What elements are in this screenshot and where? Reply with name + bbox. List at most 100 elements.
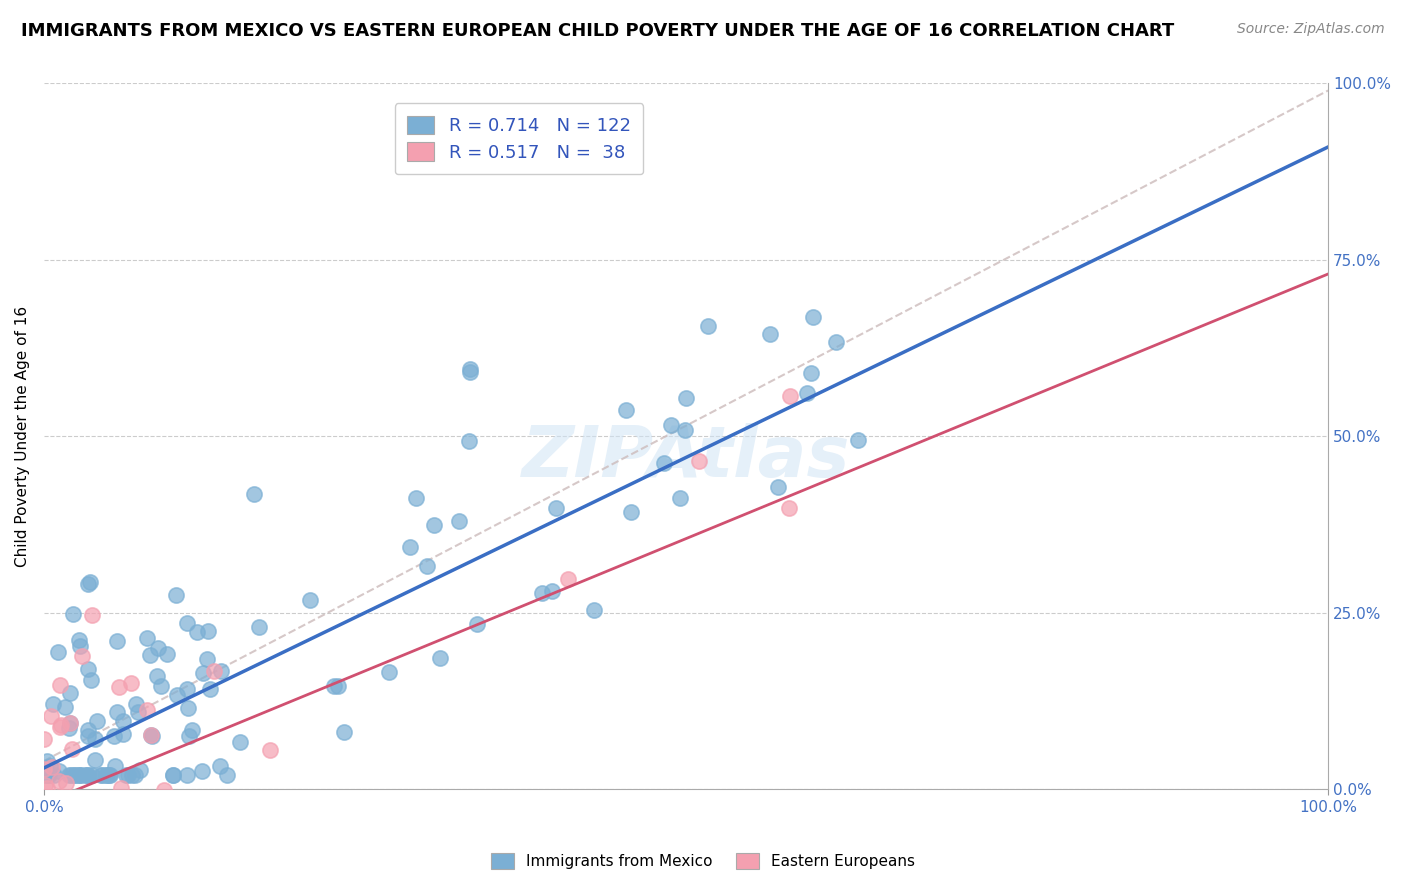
- Point: [59, 716, 82, 731]
- Point: [46, 645, 69, 659]
- Point: [458, 365, 481, 379]
- Point: [41, 760, 63, 774]
- Point: [243, 487, 266, 501]
- Point: [80, 768, 103, 782]
- Point: [75, 768, 97, 782]
- Point: [44, 768, 66, 782]
- Point: [778, 500, 800, 515]
- Point: [378, 665, 401, 680]
- Point: [65, 790, 87, 805]
- Point: [76, 817, 98, 831]
- Point: [83, 732, 105, 747]
- Point: [59, 817, 82, 831]
- Point: [458, 434, 481, 448]
- Point: [112, 726, 135, 740]
- Point: [447, 514, 470, 528]
- Point: [166, 689, 188, 703]
- Point: [153, 783, 176, 797]
- Point: [541, 584, 564, 599]
- Point: [127, 705, 149, 719]
- Point: [193, 666, 215, 681]
- Point: [176, 768, 198, 782]
- Point: [190, 764, 212, 778]
- Point: [675, 391, 697, 405]
- Point: [86, 714, 108, 728]
- Point: [150, 680, 173, 694]
- Point: [165, 796, 187, 810]
- Point: [465, 617, 488, 632]
- Point: [620, 505, 643, 519]
- Point: [398, 541, 420, 555]
- Point: [582, 602, 605, 616]
- Point: [557, 572, 579, 586]
- Point: [77, 768, 100, 782]
- Point: [186, 625, 208, 640]
- Point: [661, 417, 683, 432]
- Point: [299, 593, 322, 607]
- Point: [103, 729, 125, 743]
- Point: [76, 729, 98, 743]
- Point: [70, 768, 93, 782]
- Point: [76, 768, 98, 782]
- Point: [59, 685, 82, 699]
- Point: [132, 817, 155, 831]
- Point: [146, 640, 169, 655]
- Point: [333, 724, 356, 739]
- Point: [79, 575, 101, 590]
- Point: [67, 632, 90, 647]
- Point: [328, 679, 350, 693]
- Point: [51, 718, 73, 732]
- Point: [139, 728, 162, 742]
- Point: [37, 768, 59, 782]
- Point: [35, 768, 58, 782]
- Legend: Immigrants from Mexico, Eastern Europeans: Immigrants from Mexico, Eastern European…: [485, 847, 921, 875]
- Point: [155, 647, 177, 661]
- Point: [37, 754, 59, 768]
- Point: [35, 768, 58, 782]
- Point: [124, 768, 146, 782]
- Point: [125, 697, 148, 711]
- Point: [176, 681, 198, 696]
- Point: [67, 768, 90, 782]
- Point: [179, 729, 201, 743]
- Point: [48, 774, 70, 789]
- Point: [35, 768, 58, 782]
- Point: [162, 768, 184, 782]
- Point: [97, 768, 120, 782]
- Point: [42, 698, 65, 712]
- Text: IMMIGRANTS FROM MEXICO VS EASTERN EUROPEAN CHILD POVERTY UNDER THE AGE OF 16 COR: IMMIGRANTS FROM MEXICO VS EASTERN EUROPE…: [21, 22, 1174, 40]
- Point: [76, 662, 98, 676]
- Point: [35, 780, 58, 795]
- Point: [117, 768, 139, 782]
- Point: [416, 558, 439, 573]
- Point: [323, 679, 346, 693]
- Point: [796, 385, 818, 400]
- Point: [139, 728, 162, 742]
- Point: [41, 817, 63, 831]
- Point: [96, 768, 118, 782]
- Point: [110, 781, 132, 796]
- Point: [531, 586, 554, 600]
- Point: [825, 335, 848, 350]
- Point: [209, 664, 232, 678]
- Point: [544, 501, 567, 516]
- Point: [165, 588, 187, 602]
- Point: [136, 631, 159, 645]
- Point: [198, 682, 221, 697]
- Point: [405, 491, 427, 505]
- Point: [82, 608, 104, 623]
- Point: [112, 714, 135, 728]
- Point: [38, 759, 60, 773]
- Point: [135, 703, 157, 717]
- Point: [90, 768, 112, 782]
- Point: [801, 310, 824, 325]
- Point: [195, 652, 218, 666]
- Point: [55, 776, 77, 790]
- Point: [105, 634, 128, 648]
- Point: [104, 759, 127, 773]
- Point: [429, 651, 451, 665]
- Point: [229, 734, 252, 748]
- Point: [176, 700, 198, 714]
- Point: [59, 768, 82, 782]
- Point: [668, 491, 690, 506]
